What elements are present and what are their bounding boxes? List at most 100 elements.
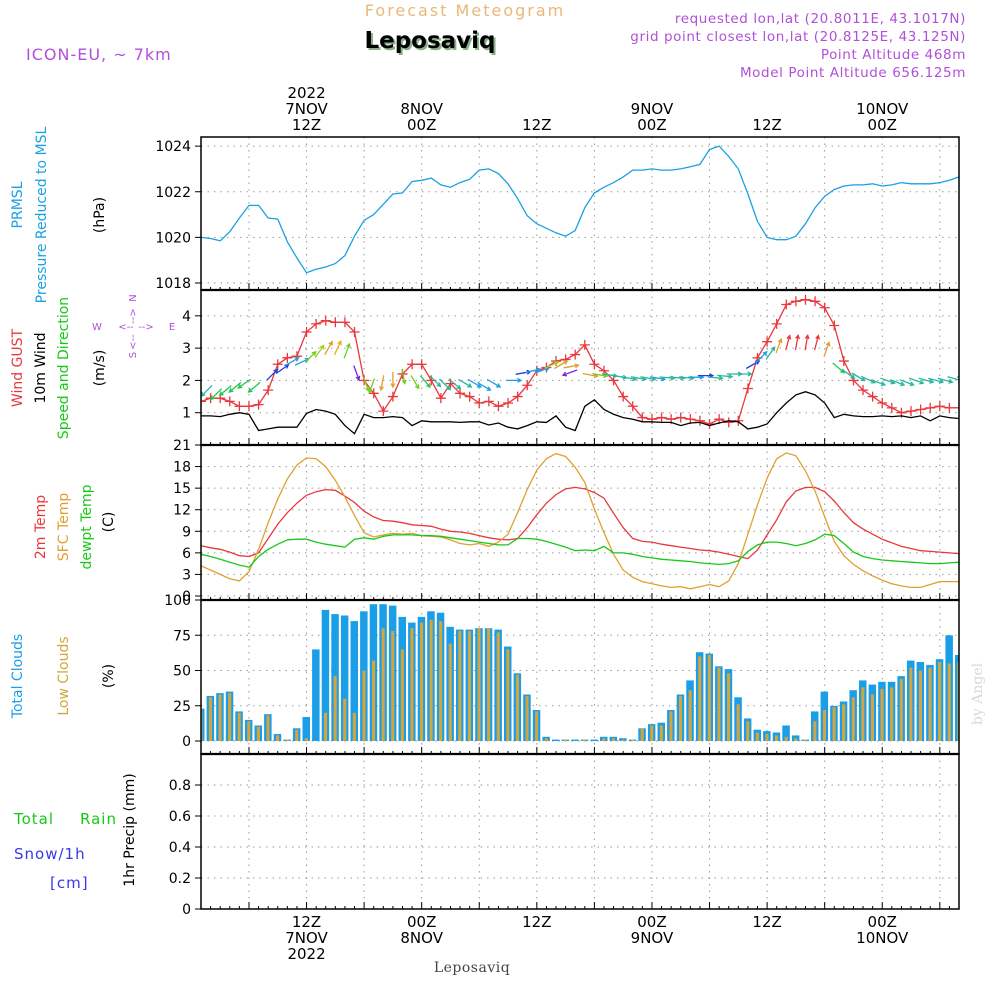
gust-marker: [877, 398, 888, 409]
wind-direction-arrow: [477, 382, 492, 391]
low-cloud-bar: [861, 687, 865, 741]
wind-direction-arrow: [544, 361, 560, 369]
low-cloud-bar: [208, 697, 212, 741]
gust-marker: [618, 391, 629, 402]
low-cloud-bar: [496, 632, 500, 741]
top-time-label: 00Z: [637, 116, 666, 134]
y-tick-label: 1024: [155, 139, 191, 155]
bottom-time-label: 00Z: [868, 913, 897, 931]
wind-direction-arrow: [707, 375, 724, 381]
y-tick-label: 9: [182, 524, 191, 540]
panel-plot-area: [201, 145, 959, 274]
low-cloud-bar: [602, 738, 606, 741]
gust-marker: [589, 359, 600, 370]
wind-direction-arrow: [457, 378, 473, 388]
gust-marker: [742, 383, 753, 394]
location-title: Leposaviq: [364, 28, 495, 54]
compass-west-arrow: <--: [118, 322, 134, 333]
wind-direction-arrow: [928, 377, 945, 384]
gust-marker: [656, 412, 667, 423]
top-time-label: 00Z: [868, 116, 897, 134]
wind-direction-arrow: [918, 377, 935, 384]
low-cloud-bar: [218, 694, 222, 741]
wind-direction-arrow: [401, 368, 407, 385]
gust-marker: [435, 393, 446, 404]
y-tick-label: 4: [182, 309, 191, 325]
gust-marker: [387, 391, 398, 402]
low-cloud-bar: [621, 739, 625, 741]
total-cloud-bar: [350, 621, 358, 741]
gust-marker: [915, 404, 926, 415]
low-cloud-bar: [688, 690, 692, 741]
panel-plot-area: [201, 604, 959, 742]
top-time-label: 00Z: [407, 116, 436, 134]
low-cloud-bar: [535, 711, 539, 741]
precip-axis-label: 1hr Precip (mm): [122, 773, 138, 886]
low-cloud-bar: [631, 739, 635, 741]
y-tick-label: 6: [182, 546, 191, 562]
low-cloud-bar: [611, 738, 615, 741]
snow-unit: [cm]: [50, 874, 89, 892]
wind-direction-arrow: [717, 373, 734, 379]
low-cloud-bar: [727, 673, 731, 741]
rain-label-a: Total: [13, 810, 54, 828]
bottom-time-label: 10NOV: [856, 929, 909, 947]
low-cloud-bar: [928, 667, 932, 741]
low-cloud-bar: [487, 628, 491, 741]
top-time-label: 12Z: [752, 116, 781, 134]
y-tick-label: 18: [173, 460, 191, 476]
panel-frame: [200, 753, 960, 910]
low-cloud-bar: [372, 660, 376, 741]
wind-direction-arrow: [889, 379, 906, 387]
snow-label: Snow/1h: [14, 845, 86, 863]
series-line-sfc-temp: [201, 452, 959, 590]
wind-direction-arrow: [561, 369, 578, 377]
wind-direction-arrow: [563, 363, 580, 369]
low-cloud-bar: [410, 628, 414, 741]
y-tick-label: 12: [173, 503, 191, 519]
y-tick-label: 25: [173, 699, 191, 715]
top-time-label: 12Z: [522, 116, 551, 134]
bottom-time-label: 8NOV: [400, 929, 443, 947]
wind-direction-arrow: [429, 375, 442, 388]
low-cloud-bar: [343, 698, 347, 741]
dewpoint-label: dewpt Temp: [79, 484, 95, 569]
gust-marker: [838, 356, 849, 367]
gust-marker: [867, 391, 878, 402]
wind10-label: 10m Wind: [33, 332, 49, 403]
low-cloud-bar: [439, 621, 443, 741]
gust-marker: [637, 412, 648, 423]
gust-marker: [349, 326, 360, 337]
gust-marker: [800, 294, 811, 305]
wind-direction-arrow: [247, 381, 261, 393]
low-cloud-bar: [755, 732, 759, 741]
series-line-2m-temp: [201, 486, 959, 560]
low-cloud-bar: [957, 662, 959, 741]
low-cloud-bar: [285, 739, 289, 741]
bottom-time-label: 00Z: [407, 913, 436, 931]
gust-marker: [311, 318, 322, 329]
gust-marker: [906, 406, 917, 417]
panel-frame: [200, 289, 960, 446]
series-line-prmsl: [201, 145, 959, 274]
low-cloud-bar: [803, 739, 807, 741]
model-altitude: Model Point Altitude 656.125m: [740, 65, 966, 81]
gust-marker: [474, 398, 485, 409]
wind-direction-arrow: [419, 375, 431, 389]
wind-direction-arrow: [553, 360, 569, 370]
low-cloud-bar: [669, 711, 673, 741]
low-cloud-bar: [717, 667, 721, 741]
gust-marker: [368, 388, 379, 399]
wind-direction-arrow: [439, 378, 452, 391]
gust-marker: [810, 296, 821, 307]
bottom-time-label: 9NOV: [631, 929, 674, 947]
wind-direction-arrow: [410, 375, 420, 390]
panel-frame: [200, 136, 960, 291]
low-cloud-bar: [698, 656, 702, 741]
y-tick-label: 0: [182, 734, 191, 750]
gust-marker: [503, 398, 514, 409]
low-cloud-bar: [880, 688, 884, 741]
compass-south: S: [128, 352, 139, 358]
